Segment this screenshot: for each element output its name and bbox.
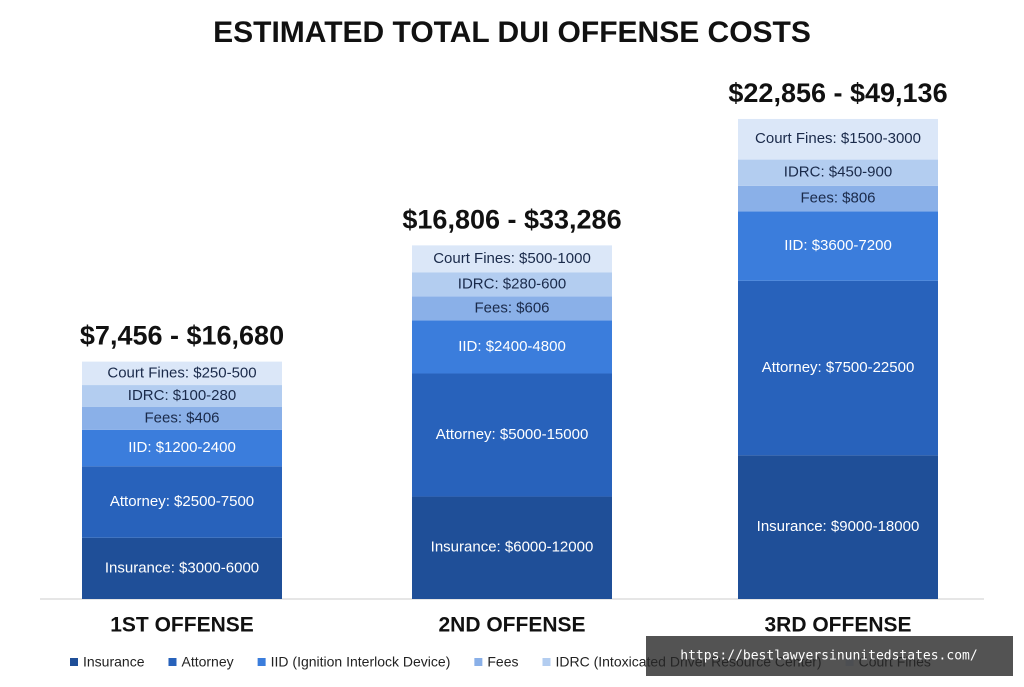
watermark-bg [646, 636, 1013, 676]
legend-label: IID (Ignition Interlock Device) [271, 654, 451, 670]
bar-segment [82, 361, 282, 386]
legend-label: Attorney [181, 654, 233, 670]
legend-swatch [542, 658, 551, 666]
bar-segment [412, 373, 612, 497]
segment-label: Attorney: $5000-15000 [436, 426, 589, 443]
segment-label: Insurance: $9000-18000 [757, 518, 920, 535]
bar-segment [738, 185, 938, 212]
bar-segment [412, 272, 612, 297]
segment-label: Court Fines: $250-500 [107, 364, 256, 381]
segment-label: IID: $1200-2400 [128, 439, 236, 456]
x-tick-label: 1ST OFFENSE [110, 614, 254, 637]
bar-segment [82, 406, 282, 430]
watermark: https://bestlawyersinunitedstates.com/ [680, 649, 977, 664]
legend-swatch [168, 658, 177, 666]
segment-label: Fees: $406 [144, 409, 219, 426]
bar-segment [412, 320, 612, 374]
segment-label: IDRC: $100-280 [128, 387, 236, 404]
legend-swatch [70, 658, 78, 666]
segment-label: IDRC: $280-600 [458, 275, 566, 292]
segment-label: Fees: $806 [800, 190, 875, 207]
legend-swatch [257, 658, 266, 666]
bar-segment [738, 455, 938, 599]
segment-label: Insurance: $6000-12000 [431, 539, 594, 556]
legend-swatch [474, 658, 483, 666]
total-label: $22,856 - $49,136 [728, 78, 947, 108]
segment-label: Court Fines: $1500-3000 [755, 130, 921, 147]
bar-segment [82, 466, 282, 538]
segment-label: IDRC: $450-900 [784, 164, 892, 181]
segment-label: Insurance: $3000-6000 [105, 559, 259, 576]
bar-segment [738, 211, 938, 281]
x-tick-label: 2ND OFFENSE [438, 614, 585, 637]
bar-segment [412, 245, 612, 273]
chart-title: ESTIMATED TOTAL DUI OFFENSE COSTS [213, 16, 811, 49]
segment-label: Fees: $606 [474, 299, 549, 316]
bar-segment [82, 537, 282, 599]
bar-segment [738, 118, 938, 160]
segment-label: IID: $2400-4800 [458, 338, 566, 355]
segment-label: Attorney: $2500-7500 [110, 493, 254, 510]
bar-segment [82, 429, 282, 467]
total-label: $16,806 - $33,286 [402, 205, 621, 235]
segment-label: Attorney: $7500-22500 [762, 359, 915, 376]
bar-segment [738, 280, 938, 456]
total-label: $7,456 - $16,680 [80, 321, 284, 351]
bar-segment [412, 496, 612, 599]
x-tick-label: 3RD OFFENSE [764, 614, 911, 637]
bar-segment [412, 296, 612, 321]
segment-label: Court Fines: $500-1000 [433, 250, 591, 267]
segment-label: IID: $3600-7200 [784, 237, 892, 254]
legend-label: Insurance [83, 654, 145, 670]
bar-segment [82, 385, 282, 407]
bar-segment [738, 159, 938, 186]
legend-label: Fees [487, 654, 518, 670]
